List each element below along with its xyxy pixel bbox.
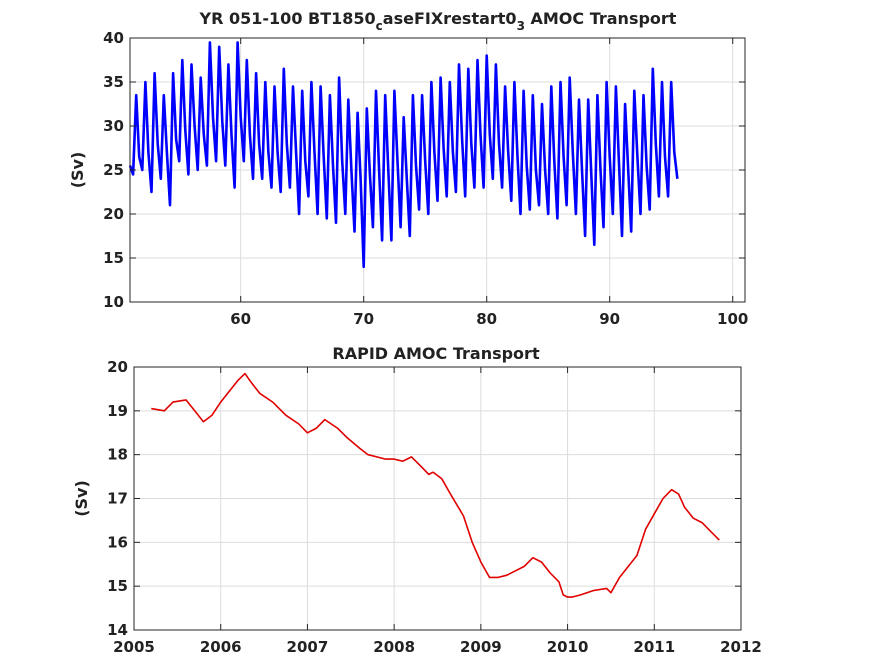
bottom-xtick-label: 2006 (200, 638, 242, 656)
bottom-chart-title: RAPID AMOC Transport (332, 344, 540, 363)
top-title-mid: aseFIXrestart0 (383, 9, 517, 28)
top-xtick-label: 60 (230, 310, 251, 328)
bottom-plot-area (151, 372, 720, 598)
bottom-xtick-label: 2009 (460, 638, 502, 656)
top-xtick-label: 70 (353, 310, 374, 328)
top-xtick-label: 80 (476, 310, 497, 328)
bottom-xtick-label: 2005 (113, 638, 155, 656)
bottom-ytick-label: 17 (107, 490, 128, 508)
top-title-sub2: 3 (517, 19, 525, 33)
top-ytick-label: 20 (103, 205, 124, 223)
bottom-xtick-label: 2007 (287, 638, 329, 656)
bottom-ytick-label: 20 (107, 358, 128, 376)
bottom-tick-labels: 2005 2006 2007 2008 2009 2010 2011 2012 14 15 16 17… (107, 358, 762, 656)
bottom-xtick-label: 2008 (373, 638, 415, 656)
bottom-chart: RAPID AMOC Transport 2005 2006 2007 2008 200… (72, 344, 762, 656)
top-plot-area (128, 41, 679, 269)
top-y-axis-label: (Sv) (68, 152, 87, 189)
bottom-ytick-label: 14 (107, 621, 128, 639)
bottom-xtick-label: 2012 (720, 638, 762, 656)
top-tick-labels: 60 70 80 90 100 10 15 20 25 30 35 40 (103, 29, 748, 328)
top-ytick-label: 15 (103, 249, 124, 267)
top-chart: YR 051-100 BT1850caseFIXrestart03 AMOC T… (68, 9, 748, 328)
top-ytick-label: 35 (103, 73, 124, 91)
bottom-ytick-label: 19 (107, 402, 128, 420)
bottom-xtick-label: 2011 (633, 638, 675, 656)
top-ytick-label: 25 (103, 161, 124, 179)
bottom-ytick-label: 18 (107, 446, 128, 464)
top-title-sub1: c (376, 19, 383, 33)
top-xtick-label: 90 (599, 310, 620, 328)
bottom-series-line (151, 372, 720, 598)
bottom-xtick-label: 2010 (547, 638, 589, 656)
top-title-main: YR 051-100 BT1850 (199, 9, 376, 28)
top-title-end: AMOC Transport (525, 9, 677, 28)
bottom-ytick-label: 16 (107, 533, 128, 551)
top-series-line (128, 41, 679, 269)
top-ytick-label: 10 (103, 293, 124, 311)
bottom-y-axis-label: (Sv) (72, 480, 91, 517)
top-ytick-label: 30 (103, 117, 124, 135)
top-chart-title: YR 051-100 BT1850caseFIXrestart03 AMOC T… (199, 9, 677, 33)
top-xtick-label: 100 (717, 310, 748, 328)
top-ytick-label: 40 (103, 29, 124, 47)
bottom-ytick-label: 15 (107, 577, 128, 595)
bottom-gridlines (133, 366, 742, 631)
